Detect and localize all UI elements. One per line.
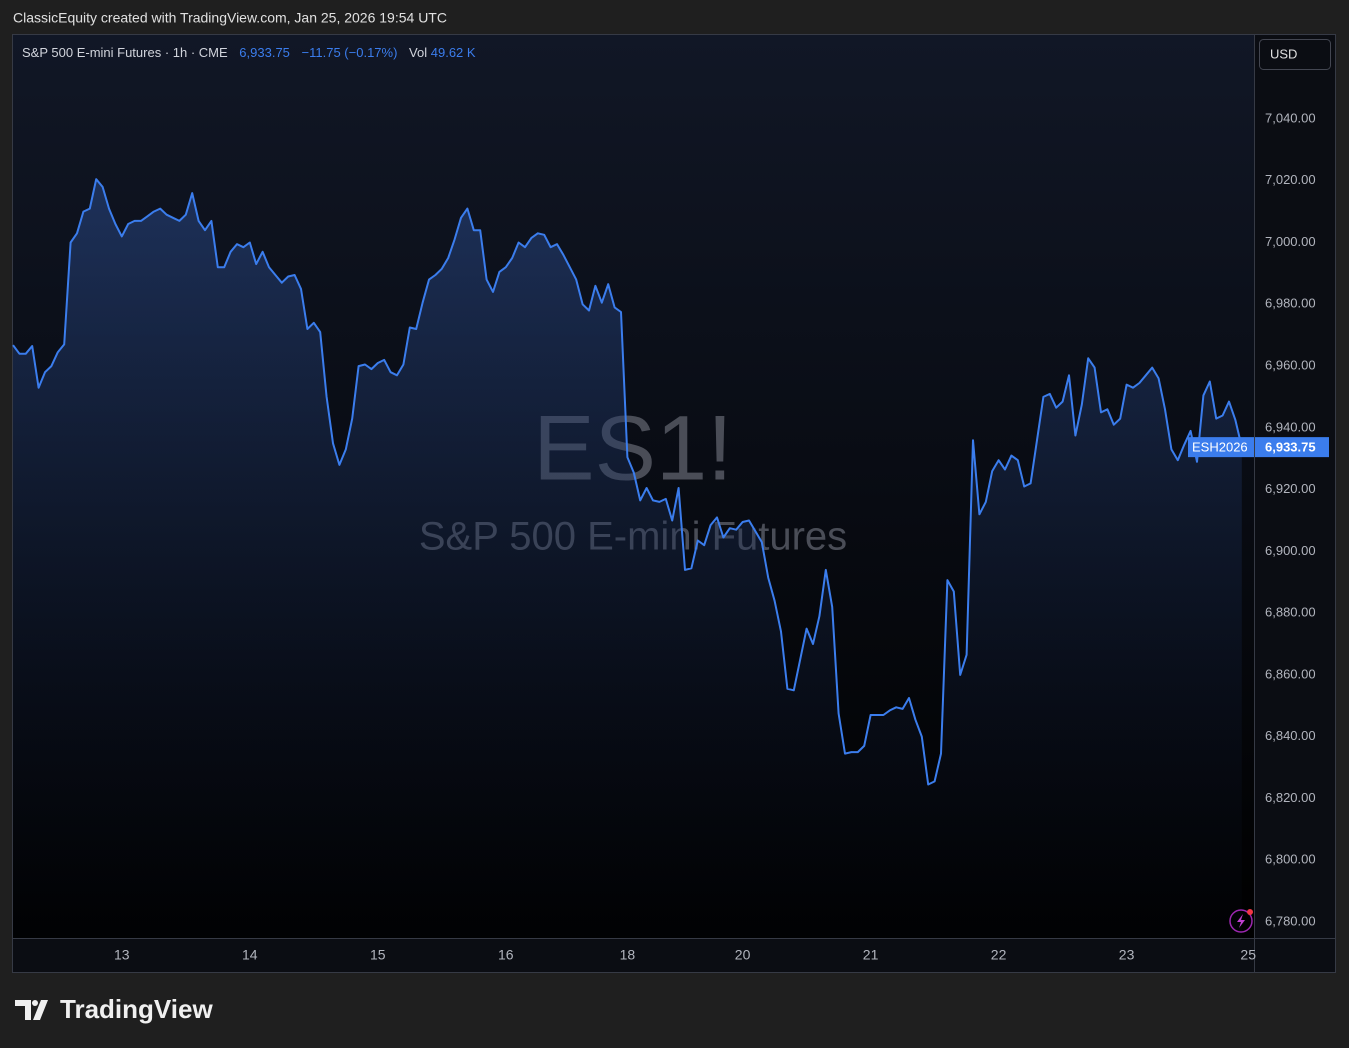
- legend-symbol: S&P 500 E-mini Futures · 1h · CME: [22, 45, 228, 60]
- legend: S&P 500 E-mini Futures · 1h · CME 6,933.…: [22, 45, 476, 60]
- header: ClassicEquity created with TradingView.c…: [13, 10, 447, 26]
- y-tick-label: 6,780.00: [1265, 913, 1316, 928]
- y-tick-label: 6,880.00: [1265, 605, 1316, 620]
- legend-vol: 49.62 K: [431, 45, 476, 60]
- x-tick-label: 14: [242, 947, 258, 963]
- currency-button[interactable]: [1259, 39, 1331, 70]
- x-tick-label: 13: [114, 947, 130, 963]
- x-tick-label: 23: [1119, 947, 1135, 963]
- x-tick-label: 25: [1240, 947, 1256, 963]
- alert-bolt: [1237, 914, 1245, 928]
- y-tick-label: 7,040.00: [1265, 110, 1316, 125]
- legend-change: −11.75 (−0.17%): [302, 45, 398, 60]
- alert-icon[interactable]: [1229, 909, 1253, 933]
- price-tag-value: 6,933.75: [1265, 440, 1316, 455]
- y-tick-label: 7,000.00: [1265, 234, 1316, 249]
- y-tick-label: 6,940.00: [1265, 419, 1316, 434]
- y-tick-label: 6,840.00: [1265, 728, 1316, 743]
- alert-dot: [1247, 909, 1253, 915]
- x-tick-label: 18: [620, 947, 636, 963]
- currency[interactable]: USD: [1270, 46, 1297, 61]
- y-tick-label: 6,860.00: [1265, 666, 1316, 681]
- y-tick-label: 6,820.00: [1265, 790, 1316, 805]
- x-tick-label: 22: [991, 947, 1007, 963]
- x-tick-label: 15: [370, 947, 386, 963]
- area-fill: [13, 179, 1242, 938]
- y-tick-label: 6,960.00: [1265, 357, 1316, 372]
- logo: TradingView: [15, 994, 213, 1024]
- y-tick-label: 6,800.00: [1265, 852, 1316, 867]
- legend-price: 6,933.75: [239, 45, 290, 60]
- legend-vol-label: Vol: [409, 45, 427, 60]
- x-tick-label: 16: [498, 947, 514, 963]
- y-tick-label: 7,020.00: [1265, 172, 1316, 187]
- price-line: [12, 178, 1243, 786]
- y-tick-label: 6,900.00: [1265, 543, 1316, 558]
- x-tick-label: 21: [863, 947, 879, 963]
- logo-dot: [32, 1000, 38, 1006]
- y-tick-label: 6,920.00: [1265, 481, 1316, 496]
- x-tick-label: 20: [735, 947, 751, 963]
- price-tag-box: [1255, 437, 1329, 458]
- logo-text: TradingView: [60, 994, 213, 1024]
- logo-mark: [15, 1000, 48, 1020]
- price-tag-symbol-box: [1188, 437, 1254, 458]
- y-tick-label: 6,980.00: [1265, 296, 1316, 311]
- price-tag-symbol: ESH2026: [1192, 440, 1248, 455]
